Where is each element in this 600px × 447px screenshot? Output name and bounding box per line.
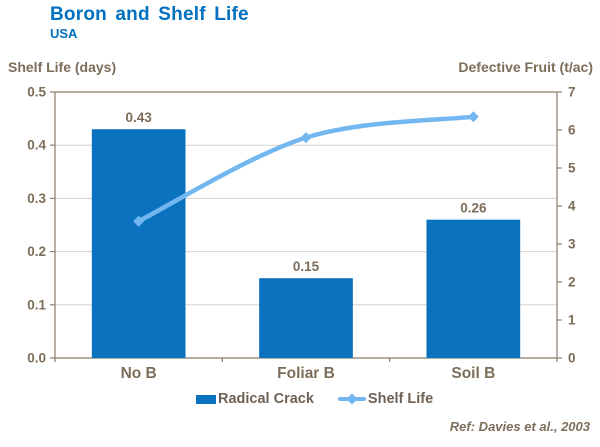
line-marker-soil-b [467, 111, 479, 123]
right-tick-label: 4 [568, 199, 576, 214]
right-tick-label: 7 [568, 85, 576, 100]
legend-item-radical-crack: Radical Crack [196, 391, 314, 407]
bar-value-label: 0.15 [293, 259, 320, 274]
left-tick-label: 0.2 [27, 244, 46, 259]
right-tick-label: 5 [568, 161, 576, 176]
left-tick-label: 0.1 [27, 297, 46, 312]
category-label-no-b: No B [121, 365, 157, 382]
chart-subtitle: USA [50, 26, 78, 41]
right-tick-label: 0 [568, 351, 576, 366]
right-tick-label: 2 [568, 275, 576, 290]
bar-no-b [91, 129, 186, 358]
line-marker-no-b [133, 215, 145, 227]
left-tick-label: 0.4 [27, 138, 46, 153]
bar-swatch-icon [196, 394, 216, 404]
line-diamond-icon [337, 393, 366, 405]
category-label-soil-b: Soil B [451, 365, 495, 382]
right-tick-label: 3 [568, 237, 576, 252]
legend: Radical Crack Shelf Life [196, 391, 433, 407]
category-label-foliar-b: Foliar B [277, 365, 335, 382]
right-axis-title: Defective Fruit (t/ac) [458, 59, 593, 75]
line-marker-foliar-b [300, 132, 312, 144]
legend-label: Radical Crack [218, 391, 314, 407]
right-tick-label: 6 [568, 123, 576, 138]
left-axis-title: Shelf Life (days) [8, 59, 117, 75]
bar-soil-b [426, 219, 521, 358]
left-tick-label: 0.0 [27, 351, 46, 366]
bar-value-label: 0.26 [460, 201, 487, 216]
left-tick-label: 0.5 [27, 85, 46, 100]
legend-item-shelf-life: Shelf Life [337, 391, 434, 407]
right-tick-label: 1 [568, 313, 576, 328]
ref-citation: Ref: Davies et al., 2003 [449, 419, 590, 434]
chart-title: Boron and Shelf Life [50, 4, 249, 25]
bar-value-label: 0.43 [126, 110, 153, 125]
bar-foliar-b [259, 278, 353, 358]
left-tick-label: 0.3 [27, 191, 46, 206]
legend-label: Shelf Life [367, 391, 434, 407]
